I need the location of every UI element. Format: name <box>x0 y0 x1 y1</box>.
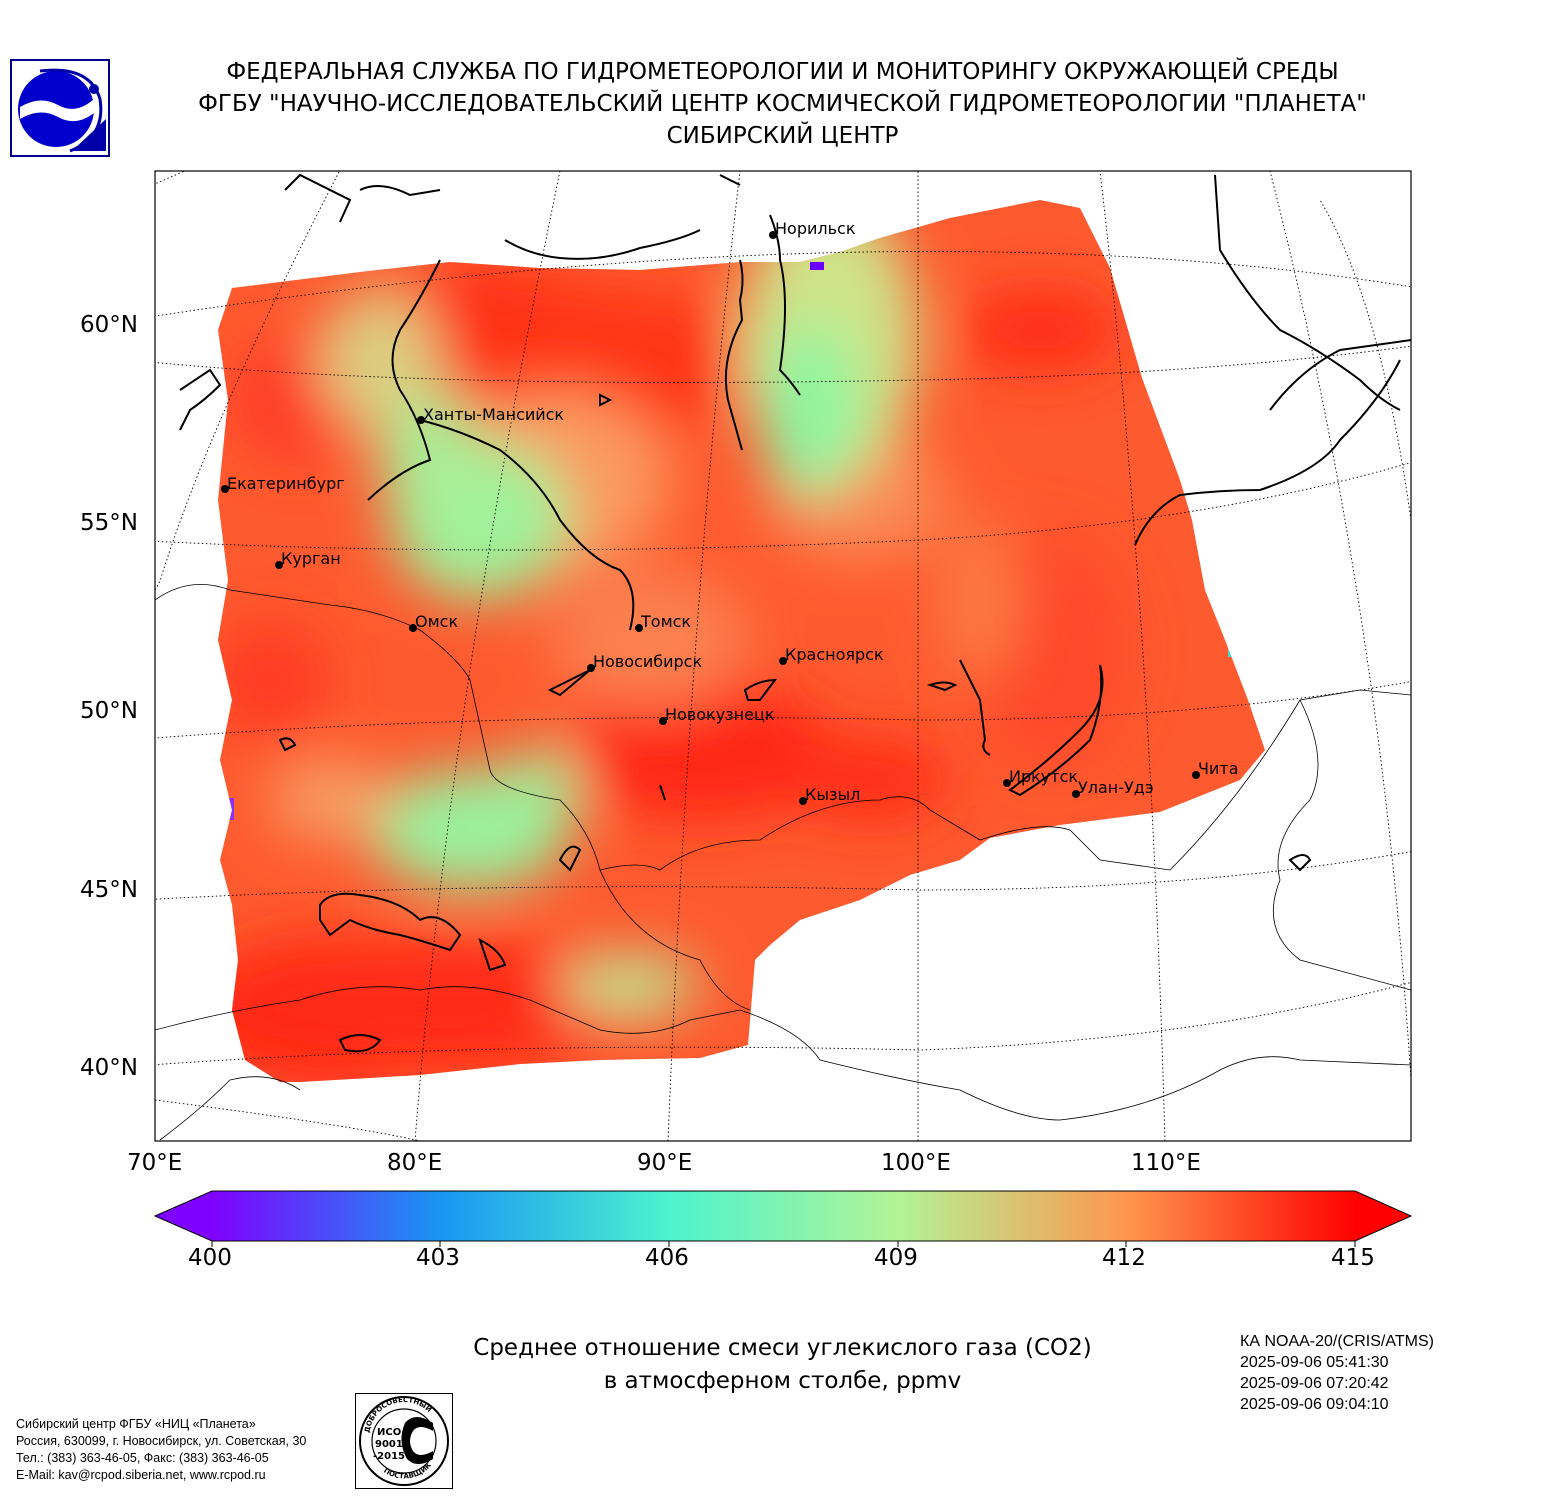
city-novosibirsk: Новосибирск <box>587 652 702 672</box>
lon-label-100: 100°E <box>881 1150 951 1176</box>
satellite-time-2: 2025-09-06 07:20:42 <box>1240 1375 1389 1392</box>
address-line-4: E-Mail: kav@rcpod.siberia.net, www.rcpod… <box>16 1468 266 1482</box>
colorbar-tick-415: 415 <box>1331 1245 1375 1271</box>
city-markers: Норильск Ханты-Мансийск Екатеринбург Кур… <box>221 219 1239 805</box>
lat-label-55: 55°N <box>80 510 138 536</box>
lat-label-40: 40°N <box>80 1055 138 1081</box>
header-line-1: ФЕДЕРАЛЬНАЯ СЛУЖБА ПО ГИДРОМЕТЕОРОЛОГИИ … <box>226 59 1339 85</box>
svg-text:Норильск: Норильск <box>775 219 856 238</box>
city-omsk: Омск <box>409 612 458 632</box>
svg-text:-2015: -2015 <box>373 1451 405 1462</box>
header-line-3: СИБИРСКИЙ ЦЕНТР <box>666 123 899 149</box>
city-ulan-ude: Улан-Удэ <box>1072 778 1154 798</box>
address-line-1: Сибирский центр ФГБУ «НИЦ «Планета» <box>16 1417 256 1431</box>
caption-line-1: Среднее отношение смеси углекислого газа… <box>473 1335 1092 1361</box>
borders <box>155 584 1411 1141</box>
lat-label-60: 60°N <box>80 312 138 338</box>
city-irkutsk: Иркутск <box>1003 767 1078 787</box>
svg-text:Екатеринбург: Екатеринбург <box>227 474 345 493</box>
city-krasnoyarsk: Красноярск <box>779 645 884 665</box>
address-line-2: Россия, 630099, г. Новосибирск, ул. Сове… <box>16 1434 307 1448</box>
svg-text:Чита: Чита <box>1198 759 1239 778</box>
lat-label-50: 50°N <box>80 698 138 724</box>
planeta-logo <box>10 59 110 157</box>
city-kyzyl: Кызыл <box>799 785 860 805</box>
svg-text:Новокузнецк: Новокузнецк <box>665 705 775 724</box>
satellite-name: КА NOAA-20/(CRIS/ATMS) <box>1240 1333 1434 1350</box>
lon-label-80: 80°E <box>387 1150 443 1176</box>
svg-text:Курган: Курган <box>281 549 341 568</box>
caption-line-2: в атмосферном столбе, ppmv <box>603 1368 962 1394</box>
graticule <box>155 171 1411 1141</box>
city-khanty-mansiysk: Ханты-Мансийск <box>417 405 564 424</box>
satellite-time-3: 2025-09-06 09:04:10 <box>1240 1396 1389 1413</box>
colorbar-tick-409: 409 <box>874 1245 918 1271</box>
svg-text:9001: 9001 <box>375 1439 403 1450</box>
svg-text:Иркутск: Иркутск <box>1009 767 1078 786</box>
co2-field <box>218 200 1265 1082</box>
colorbar-tick-400: 400 <box>188 1245 232 1271</box>
satellite-time-1: 2025-09-06 05:41:30 <box>1240 1354 1389 1371</box>
address-line-3: Тел.: (383) 363-46-05, Факс: (383) 363-4… <box>16 1451 269 1465</box>
svg-text:Красноярск: Красноярск <box>785 645 884 664</box>
svg-text:Ханты-Мансийск: Ханты-Мансийск <box>423 405 564 424</box>
header-line-2: ФГБУ "НАУЧНО-ИССЛЕДОВАТЕЛЬСКИЙ ЦЕНТР КОС… <box>198 91 1367 117</box>
lon-label-90: 90°E <box>637 1150 693 1176</box>
svg-text:Новосибирск: Новосибирск <box>593 652 702 671</box>
lon-label-70: 70°E <box>127 1150 183 1176</box>
city-tomsk: Томск <box>635 612 691 632</box>
city-yekaterinburg: Екатеринбург <box>221 474 345 493</box>
city-novokuznetsk: Новокузнецк <box>659 705 775 725</box>
svg-text:Томск: Томск <box>640 612 691 631</box>
lon-label-110: 110°E <box>1131 1150 1201 1176</box>
svg-text:Кызыл: Кызыл <box>805 785 860 804</box>
svg-text:Улан-Удэ: Улан-Удэ <box>1078 778 1154 797</box>
svg-text:Омск: Омск <box>415 612 458 631</box>
colorbar-tick-412: 412 <box>1102 1245 1146 1271</box>
city-chita: Чита <box>1192 759 1239 779</box>
map-frame <box>154 170 1412 1142</box>
colorbar-tick-406: 406 <box>645 1245 689 1271</box>
city-norilsk: Норильск <box>769 219 856 239</box>
lat-label-45: 45°N <box>80 877 138 903</box>
coastlines-rivers <box>179 173 1411 1053</box>
iso-9001-badge: ДОБРОСОВЕСТНЫЙ ПОСТАВЩИК ИСО 9001 -2015 <box>355 1393 453 1489</box>
svg-text:ИСО: ИСО <box>377 1427 401 1438</box>
city-kurgan: Курган <box>275 549 341 569</box>
colorbar-tick-403: 403 <box>416 1245 460 1271</box>
